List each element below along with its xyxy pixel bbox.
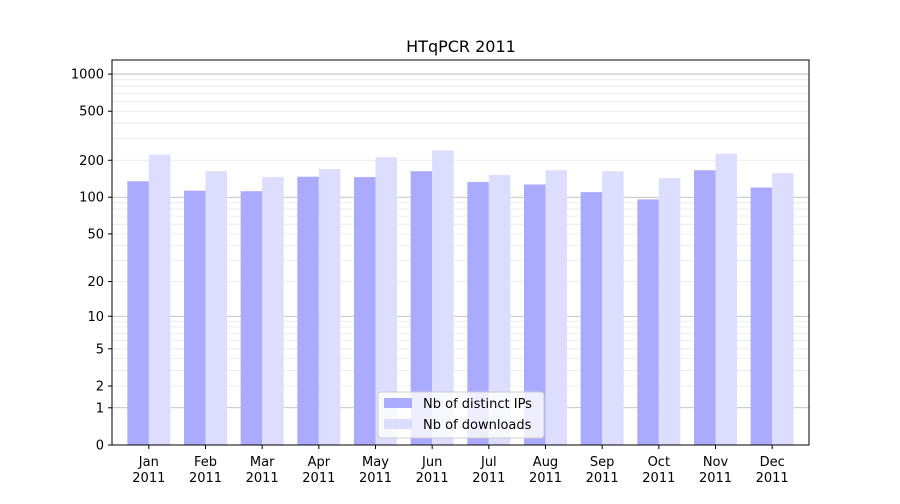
bar-downloads: [318, 168, 341, 445]
bar-ips: [127, 181, 149, 445]
bar-ips: [297, 176, 319, 445]
bar-ips: [637, 199, 659, 445]
bar-ips: [694, 170, 716, 445]
y-tick-label: 200: [79, 154, 104, 169]
y-tick-label: 2: [96, 380, 104, 395]
y-tick-label: 20: [87, 275, 104, 290]
bar-downloads: [602, 171, 624, 446]
y-tick-label: 5: [96, 342, 104, 357]
y-axis: 0 1 2 5 10 20 50 100 200 500 1000: [71, 68, 112, 454]
y-tick-label: 1000: [71, 68, 104, 83]
x-tick-label: Oct 2011: [642, 455, 675, 486]
bar-downloads: [658, 178, 681, 445]
x-tick-label: Aug 2011: [529, 455, 562, 486]
legend-label: Nb of distinct IPs: [423, 397, 532, 412]
bar-downloads: [148, 154, 171, 445]
bar-downloads: [205, 171, 227, 446]
bar-ips: [184, 190, 206, 445]
bar-downloads: [375, 157, 397, 446]
x-tick-label: Mar 2011: [246, 455, 279, 486]
plot-frame: [111, 59, 810, 446]
legend: Nb of distinct IPs Nb of downloads: [377, 391, 545, 439]
x-tick-label: Feb 2011: [189, 455, 222, 486]
bar-downloads: [432, 150, 454, 445]
bar-ips: [240, 191, 263, 445]
bar-ips: [354, 177, 376, 446]
bar-downloads: [545, 170, 567, 445]
x-tick-label: Jan 2011: [132, 455, 165, 486]
bar-ips: [750, 187, 773, 446]
x-tick-label: Jun 2011: [416, 455, 449, 486]
legend-label: Nb of downloads: [423, 418, 532, 433]
bar-downloads: [488, 174, 511, 445]
x-tick-label: Apr 2011: [302, 455, 335, 486]
legend-box: [377, 391, 545, 439]
x-tick-label: Nov 2011: [699, 455, 732, 486]
y-tick-label: 10: [87, 310, 104, 325]
bar-downloads: [262, 177, 284, 446]
x-tick-label: Sep 2011: [586, 455, 619, 486]
x-axis: Jan 2011 Feb 2011 Mar 2011 Apr 2011 May 2011 Jun 20…: [132, 445, 789, 486]
x-tick-label: May 2011: [359, 455, 392, 486]
y-tick-label: 1: [96, 401, 104, 416]
bar-ips: [467, 182, 489, 445]
bar-downloads: [715, 153, 737, 445]
bar-ips: [524, 184, 546, 446]
legend-swatch: [384, 419, 412, 429]
bar-downloads: [772, 173, 794, 445]
y-tick-label: 500: [79, 105, 104, 120]
chart-title: HTqPCR 2011: [406, 37, 516, 56]
x-tick-label: Dec 2011: [756, 455, 789, 486]
bars: [127, 150, 794, 446]
y-tick-label: 50: [87, 227, 104, 242]
grid-lines: [112, 73, 809, 409]
legend-swatch: [384, 398, 412, 408]
y-tick-label: 0: [96, 439, 104, 454]
y-tick-label: 100: [79, 191, 104, 206]
x-tick-label: Jul 2011: [472, 455, 505, 486]
bar-ips: [580, 192, 603, 445]
bar-ips: [410, 171, 433, 446]
